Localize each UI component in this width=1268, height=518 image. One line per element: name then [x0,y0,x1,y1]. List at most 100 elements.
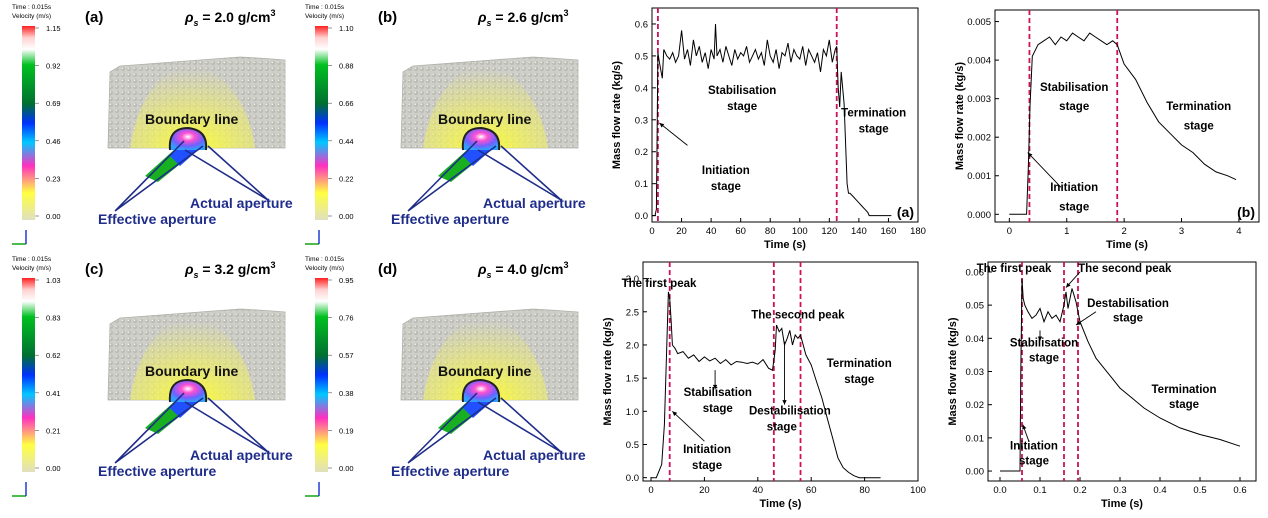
rho-symbol: ρ [184,9,194,25]
y-tick-label: 0.001 [967,171,991,182]
x-tick-label: 120 [821,226,837,237]
density-label: ρs = 2.6 g/cm3 [477,8,569,28]
x-axis-label: Time (s) [760,498,802,510]
panel-label: (b) [378,9,397,26]
colorbar-tick-label: 0.19 [339,426,354,435]
x-tick-label: 140 [851,226,867,237]
boundary-line-curve [461,378,501,403]
y-tick-label: 1.5 [626,374,639,385]
legend-velocity: Velocity (m/s) [305,13,344,20]
series-line [652,23,892,217]
colorbar-tick-label: 1.10 [339,24,354,33]
x-tick-label: 20 [676,226,687,237]
colorbar-tick-label: 0.46 [46,137,61,146]
colorbar-tick-label: 1.03 [46,276,61,285]
chart-annotation: stage [692,460,722,472]
y-axis-label: Mass flow rate (kg/s) [954,62,966,171]
annotation-arrow [672,410,705,442]
actual-aperture-lines [477,397,562,453]
sim-panel-2: Time : 0.015s Velocity (m/s) 1.10 0.88 0.66 0… [305,4,586,245]
x-tick-label: 0.4 [1153,485,1166,496]
chart-annotation: Destabilisation [1087,298,1169,310]
y-tick-label: 0.02 [966,400,985,411]
x-tick-label: 80 [765,226,776,237]
chart-annotation: The first peak [977,263,1052,275]
x-tick-label: 20 [699,485,710,496]
y-tick-label: 0.003 [967,94,991,105]
chart-annotation: stage [1169,399,1199,411]
rho-value: = 2.6 g/cm [492,9,564,25]
chart-annotation: Stabilisation [1010,338,1078,350]
x-axis-label: Time (s) [1101,498,1143,510]
y-tick-label: 0.0 [626,473,639,484]
sim-panel-4: Time : 0.015s Velocity (m/s) 0.95 0.76 0.57 0… [305,256,586,497]
chart-annotation: Termination [827,358,892,370]
x-tick-label: 60 [735,226,746,237]
chart-annotation: stage [1059,101,1089,113]
y-axis-label: Mass flow rate (kg/s) [947,317,959,426]
rho-superscript: 3 [563,8,568,18]
effective-aperture-label: Effective aperture [391,211,509,227]
x-tick-label: 0.5 [1193,485,1206,496]
annotation-arrow [1027,152,1062,188]
plot-frame [642,261,919,482]
plot-frame [651,7,919,223]
x-axis-label: Time (s) [1106,239,1148,251]
colorbar-tick-label: 0.69 [46,99,61,108]
chart-annotation: stage [844,374,874,386]
colorbar-tick-label: 0.44 [339,137,354,146]
y-tick-label: 0.000 [967,210,991,221]
x-tick-label: 80 [859,485,870,496]
rho-symbol: ρ [477,261,487,277]
x-tick-label: 0.1 [1033,485,1046,496]
x-tick-label: 100 [910,485,926,496]
annotation-arrowhead [1027,152,1033,158]
chart-panel-label: (b) [1237,204,1255,220]
y-tick-label: 0.0 [635,211,648,222]
legend-velocity: Velocity (m/s) [12,13,51,20]
rho-superscript: 3 [563,260,568,270]
rho-value: = 4.0 g/cm [492,261,564,277]
rho-superscript: 3 [270,260,275,270]
boundary-line-curve [461,126,501,151]
annotation-arrowhead [782,400,787,405]
chart-4: 0.0 0.1 0.2 0.3 0.4 0.5 0.6 0.00 0.01 0.02 0.03 0.0… [947,261,1257,510]
density-label: ρs = 4.0 g/cm3 [477,260,569,280]
actual-aperture-label: Actual aperture [190,195,293,211]
effective-aperture-lines [114,392,204,464]
actual-aperture-lines [184,145,269,201]
chart-annotation: Termination [1152,384,1217,396]
colorbar-tick-label: 0.66 [339,99,354,108]
colorbar-tick-label: 0.21 [46,426,61,435]
chart-annotation: stage [1184,120,1214,132]
rho-subscript: s [193,270,198,280]
colorbar-tick-label: 0.22 [339,174,354,183]
rho-subscript: s [193,18,198,28]
chart-annotation: stage [767,422,797,434]
colorbar-tick-label: 0.62 [46,351,61,360]
chart-2: 0 1 2 3 4 0.000 0.001 0.002 0.003 0.004 0.005 Time … [954,9,1260,251]
annotation-arrowhead [1037,336,1043,341]
actual-aperture-label: Actual aperture [483,447,586,463]
y-tick-label: 0.01 [966,433,985,444]
effective-aperture-label: Effective aperture [98,211,216,227]
colorbar-tick-label: 0.00 [339,212,354,221]
chart-annotation: The second peak [1078,263,1172,275]
y-tick-label: 1.0 [626,407,639,418]
chart-annotation: The second peak [751,309,845,321]
boundary-line-curve [168,378,208,403]
boundary-line-curve [168,126,208,151]
rho-symbol: ρ [184,261,194,277]
legend-time: Time : 0.015s [12,4,52,11]
colorbar-tick-label: 0.88 [339,62,354,71]
chart-annotation: Stabilisation [684,387,752,399]
series-line [1009,32,1237,215]
colorbar-tick-label: 0.23 [46,174,61,183]
annotation-arrowhead [1076,320,1081,326]
y-tick-label: 0.005 [967,17,991,28]
chart-annotation: Termination [841,108,906,120]
series-line [1000,278,1241,472]
chart-panel-label: (a) [897,204,914,220]
x-tick-label: 0 [649,226,654,237]
